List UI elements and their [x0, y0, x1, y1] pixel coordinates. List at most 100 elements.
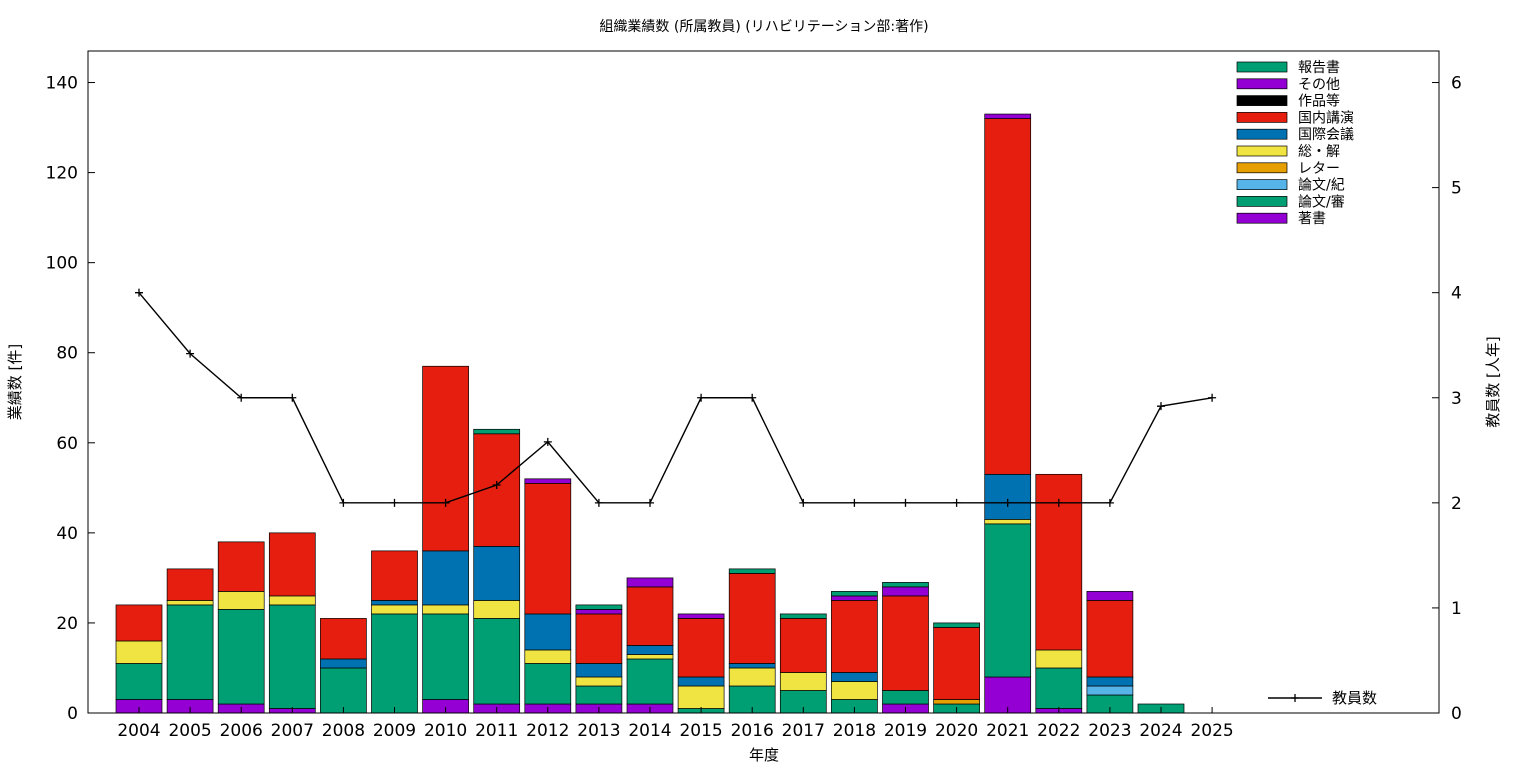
y2-tick-label: 3 — [1451, 389, 1462, 409]
bar-segment — [320, 658, 367, 669]
x-tick-label: 2011 — [475, 721, 518, 741]
bar-segment — [217, 591, 265, 610]
plot-frame — [87, 50, 1440, 714]
legend-swatch — [1236, 128, 1288, 140]
legend-swatch — [1236, 196, 1288, 207]
staff-point — [543, 437, 552, 446]
staff-point — [594, 498, 603, 507]
bar-segment — [575, 604, 623, 610]
bar-segment — [371, 604, 418, 615]
bar-segment — [473, 546, 521, 601]
bar-segment — [831, 681, 878, 700]
bar-segment — [320, 667, 367, 714]
legend-label: 報告書 — [1298, 60, 1340, 76]
bar-segment — [984, 473, 1032, 520]
chart-title: 組織業績数 (所属教員) (リハビリテーション部:著作) — [599, 19, 928, 35]
bar-segment — [728, 568, 776, 574]
staff-point — [441, 498, 450, 507]
x-tick-label: 2008 — [322, 721, 365, 741]
staff-point — [492, 480, 501, 489]
x-tick-label: 2021 — [986, 721, 1029, 741]
x-tick-label: 2017 — [782, 721, 825, 741]
y2-tick-label: 5 — [1451, 179, 1462, 199]
bar-segment — [984, 676, 1032, 714]
bar-segment — [422, 613, 469, 700]
bar-segment — [217, 541, 265, 592]
bar-segment — [626, 654, 674, 660]
x-tick-label: 2010 — [424, 721, 467, 741]
bar-segment — [473, 618, 521, 705]
x-axis-label: 年度 — [749, 746, 779, 764]
y-tick-label: 140 — [46, 74, 78, 94]
staff-point — [901, 498, 910, 507]
bar-segment — [268, 532, 316, 597]
bar-segment — [524, 482, 572, 615]
y2-axis-label: 教員数 [人年] — [1484, 336, 1502, 427]
y-tick-label: 20 — [56, 614, 78, 634]
x-tick-label: 2023 — [1088, 721, 1131, 741]
legend-label: 論文/審 — [1298, 194, 1345, 210]
x-tick-label: 2020 — [935, 721, 978, 741]
bar-segment — [524, 663, 572, 705]
legend-label: 総・解 — [1298, 144, 1340, 160]
y-tick-label: 80 — [56, 344, 78, 364]
bar-segment — [371, 550, 418, 601]
bar-segment — [677, 676, 725, 687]
staff-point — [799, 498, 808, 507]
y2-tick-label: 0 — [1451, 704, 1462, 724]
staff-point — [952, 498, 961, 507]
staff-point — [135, 288, 143, 297]
bar-segment — [779, 613, 827, 619]
bar-segment — [882, 582, 929, 588]
bar-segment — [677, 613, 725, 619]
staff-point — [646, 498, 654, 507]
y2-tick-label: 2 — [1451, 494, 1462, 514]
x-tick-label: 2013 — [577, 721, 620, 741]
bar-segment — [422, 604, 469, 615]
x-tick-label: 2014 — [628, 721, 671, 741]
x-tick-label: 2009 — [373, 721, 416, 741]
legend-label: 国際会議 — [1298, 126, 1354, 143]
bar-segment — [831, 591, 878, 597]
plot-area — [115, 113, 1217, 714]
legend-swatch — [1236, 212, 1288, 224]
x-tick-label: 2016 — [731, 721, 774, 741]
bar-segment — [779, 672, 827, 691]
bar-segment — [166, 604, 214, 700]
bar-segment — [575, 663, 623, 678]
bar-segment — [473, 428, 521, 435]
staff-point — [1003, 498, 1012, 507]
x-tick-label: 2012 — [526, 721, 569, 741]
bar-segment — [626, 586, 674, 646]
bar-segment — [728, 667, 776, 687]
bar-segment — [320, 618, 367, 660]
bar-segment — [1035, 649, 1083, 669]
staff-point — [339, 498, 348, 507]
legend-label: その他 — [1298, 77, 1340, 93]
x-tick-label: 2024 — [1139, 721, 1182, 741]
bar-segment — [779, 618, 827, 673]
legend-swatch — [1236, 145, 1288, 157]
bar-segment — [1086, 676, 1134, 687]
staff-point — [288, 393, 297, 402]
bar-segment — [422, 365, 469, 552]
bar-segment — [882, 586, 929, 597]
bar-segment — [371, 600, 418, 606]
legend-label: 著書 — [1298, 211, 1326, 227]
staff-point — [390, 498, 399, 507]
bar-segment — [422, 550, 469, 606]
bar-segment — [166, 600, 214, 606]
x-tick-label: 2022 — [1037, 721, 1080, 741]
bar-segment — [371, 613, 418, 714]
bar-segment — [575, 613, 623, 664]
bar-segment — [933, 699, 980, 705]
y-tick-label: 40 — [56, 524, 78, 544]
bar-segment — [677, 618, 725, 678]
bar-segment — [473, 600, 521, 619]
staff-point — [1054, 498, 1063, 507]
legend-label: レター — [1298, 161, 1340, 177]
bar-segment — [984, 113, 1032, 119]
bar-segment — [1086, 685, 1134, 696]
bar-segment — [882, 595, 929, 691]
